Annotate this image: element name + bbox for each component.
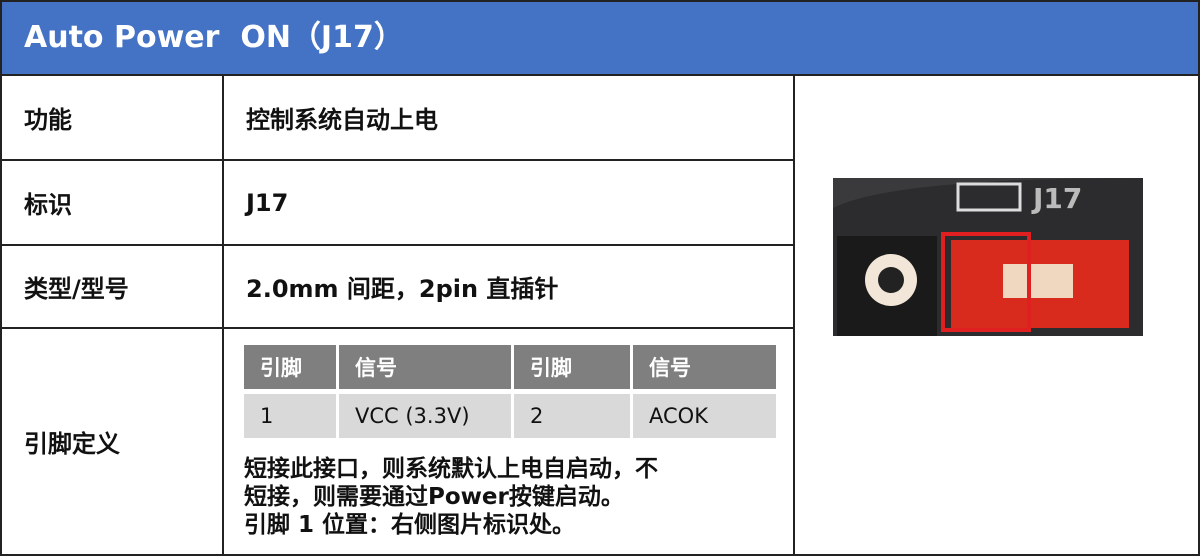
silkscreen: J17 xyxy=(1031,182,1082,215)
silk-box xyxy=(956,182,1022,212)
jumper-pins xyxy=(1003,264,1073,298)
highlight xyxy=(941,232,1031,332)
row-label: 引脚定义 xyxy=(0,327,224,556)
pin-cell: 2 xyxy=(514,394,630,438)
pin-header: 引脚 xyxy=(514,345,630,389)
image-cell xyxy=(793,74,1200,556)
photo: J17 xyxy=(833,178,1143,336)
hole xyxy=(878,267,904,293)
row-label: 功能 xyxy=(0,74,224,161)
pin-cell: VCC (3.3V) xyxy=(339,394,511,438)
pin-header: 信号 xyxy=(339,345,511,389)
row-label: 标识 xyxy=(0,159,224,246)
row-value: 控制系统自动上电 xyxy=(222,74,795,161)
pin-header: 引脚 xyxy=(244,345,336,389)
note-line: 短接，则需要通过Power按键启动。 xyxy=(244,484,624,510)
row-value: J17 xyxy=(222,159,795,246)
pin-cell: 1 xyxy=(244,394,336,438)
row-value: 2.0mm 间距，2pin 直插针 xyxy=(222,244,795,329)
pin-cell: ACOK xyxy=(633,394,776,438)
header-title: Auto Power ON（J17） xyxy=(0,0,1200,76)
row-label: 类型/型号 xyxy=(0,244,224,329)
note-line: 短接此接口，则系统默认上电自启动，不 xyxy=(244,456,658,482)
pin-header: 信号 xyxy=(633,345,776,389)
note-line: 引脚 1 位置：右侧图片标识处。 xyxy=(244,512,576,538)
